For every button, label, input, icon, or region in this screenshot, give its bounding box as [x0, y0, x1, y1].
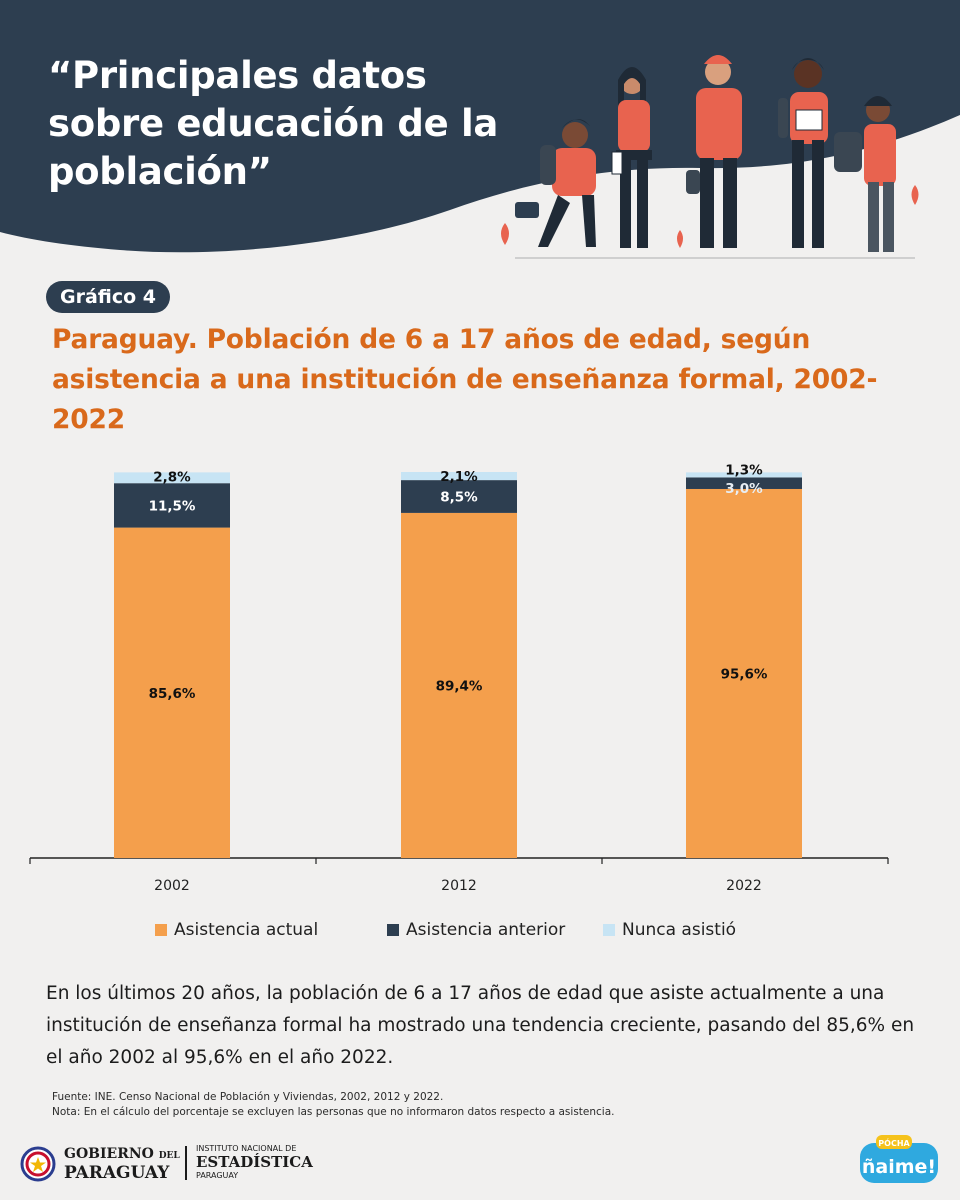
data-label: 3,0% [725, 481, 763, 497]
student-figure [834, 96, 896, 252]
students-illustration [501, 55, 919, 259]
bar-segment [114, 472, 230, 484]
summary-paragraph: En los últimos 20 años, la población de … [46, 983, 915, 1068]
aime-main-text: ñaime! [862, 1156, 936, 1178]
legend-label: Asistencia anterior [406, 920, 566, 940]
source-note: Fuente: INE. Censo Nacional de Población… [52, 1091, 444, 1103]
ine-line1: INSTITUTO NACIONAL DE [196, 1144, 297, 1153]
x-tick-label: 2022 [726, 878, 762, 894]
student-figure [778, 58, 828, 248]
legend-label: Asistencia actual [174, 920, 319, 940]
aime-logo: PÓCHA ñaime! [860, 1135, 938, 1183]
bar-segment [686, 472, 802, 478]
data-label: 8,5% [440, 490, 478, 506]
legend-swatch [155, 924, 167, 936]
chart-legend: Asistencia actual Asistencia anterior Nunc… [0, 920, 960, 946]
student-figure [515, 119, 596, 247]
page-title: “Principales datos sobre educación de la… [48, 54, 499, 193]
student-figure [611, 67, 652, 248]
legend-item: Nunca asistió [603, 920, 736, 940]
chart-number-badge: Gráfico 4 [46, 281, 171, 313]
bar-segment [686, 477, 802, 489]
aime-top-text: PÓCHA [878, 1137, 910, 1148]
legend-swatch [603, 924, 615, 936]
data-label: 89,4% [436, 678, 483, 694]
legend-item: Asistencia actual [155, 920, 318, 940]
data-label: 85,6% [149, 686, 196, 702]
paraguay-text: PARAGUAY [64, 1163, 170, 1183]
logo-divider [185, 1146, 187, 1180]
bar-segment [401, 480, 517, 513]
paraguay-seal-icon [20, 1146, 56, 1182]
ine-line2: ESTADÍSTICA [196, 1153, 313, 1171]
methodology-note: Nota: En el cálculo del porcentaje se ex… [52, 1106, 615, 1118]
student-figure [686, 55, 742, 248]
legend-swatch [387, 924, 399, 936]
gobierno-text: GOBIERNO [64, 1146, 154, 1162]
stacked-bar-chart: 85,6% 11,5% 2,8% 2002 89,4% 8,5% 2,1% 2012 95,6%… [29, 462, 889, 894]
data-label: 95,6% [721, 666, 768, 682]
x-tick-label: 2012 [441, 878, 477, 894]
data-label: 1,3% [725, 462, 763, 478]
data-label: 2,1% [440, 469, 478, 485]
bar-segment [686, 488, 802, 858]
legend-item: Asistencia anterior [387, 920, 565, 940]
x-tick-label: 2002 [154, 878, 190, 894]
gobierno-del-text: DEL [158, 1151, 180, 1161]
data-label: 11,5% [149, 498, 196, 514]
ine-line3: PARAGUAY [196, 1171, 239, 1180]
bar-segment [114, 527, 230, 858]
bar-segment [401, 512, 517, 858]
bar-segment [401, 472, 517, 481]
gobierno-ine-logo: GOBIERNO DEL PARAGUAY INSTITUTO NACIONAL… [20, 1142, 320, 1186]
bar-segment [114, 483, 230, 528]
data-label: 2,8% [153, 469, 191, 485]
footnotes: Fuente: INE. Censo Nacional de Población… [52, 1090, 912, 1120]
legend-label: Nunca asistió [622, 920, 737, 940]
chart-title: Paraguay. Población de 6 a 17 años de ed… [52, 324, 878, 435]
